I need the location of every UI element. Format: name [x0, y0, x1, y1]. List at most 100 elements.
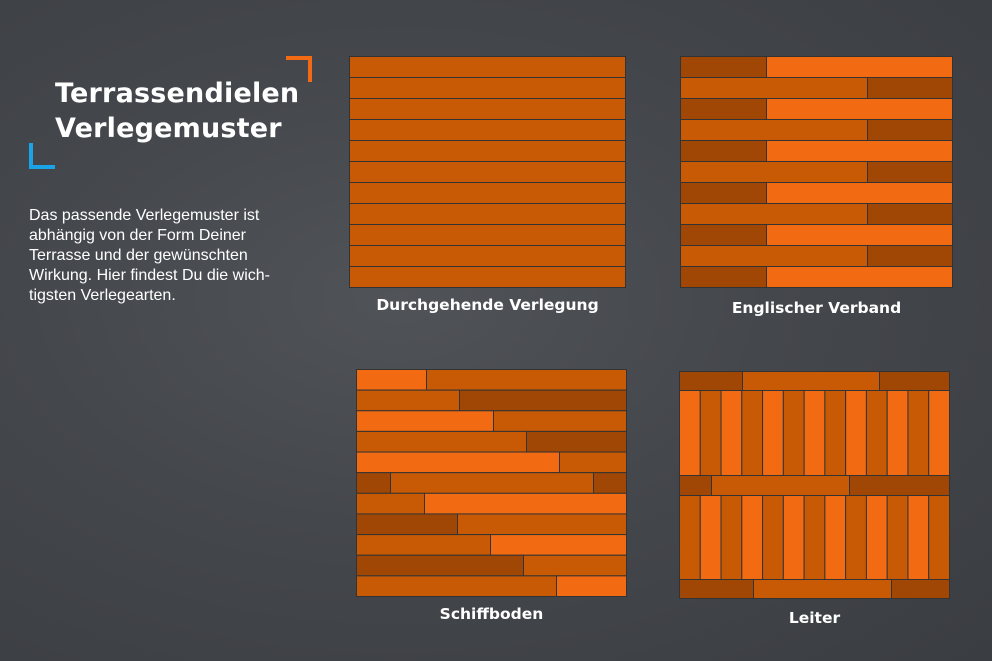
deck-board: [680, 203, 868, 225]
deck-board: [356, 430, 527, 453]
pattern-leiter: [679, 371, 950, 599]
deck-board: [349, 56, 626, 78]
deck-board: [849, 475, 950, 496]
caption-englischer-verband: Englischer Verband: [731, 299, 902, 317]
deck-board: [349, 266, 626, 288]
deck-board: [680, 182, 767, 204]
deck-board: [720, 495, 743, 580]
intro-text: Das passende Verlegemuster ist abhängig …: [29, 206, 319, 306]
deck-board: [349, 119, 626, 141]
deck-board: [680, 77, 868, 99]
pattern-englischer-verband: [680, 56, 953, 288]
deck-board: [349, 224, 626, 246]
deck-board: [865, 390, 888, 476]
deck-board: [356, 451, 560, 474]
deck-board: [349, 161, 626, 183]
deck-board: [867, 77, 953, 99]
deck-board: [349, 245, 626, 267]
deck-board: [356, 369, 427, 391]
intro-line: Terrasse und der gewünschten: [29, 247, 248, 264]
deck-board: [426, 369, 627, 391]
deck-board: [424, 492, 627, 515]
deck-board: [680, 161, 868, 183]
pattern-schiffboden: [356, 369, 627, 597]
deck-board: [891, 579, 950, 599]
orange-corner-accent: [286, 56, 312, 82]
deck-board: [867, 119, 953, 141]
deck-board: [680, 119, 868, 141]
deck-board: [782, 390, 805, 476]
deck-board: [782, 495, 805, 580]
deck-board: [523, 554, 627, 577]
deck-board: [720, 390, 743, 476]
title-line-2: Verlegemuster: [55, 113, 282, 144]
deck-board: [753, 579, 892, 599]
deck-board: [742, 371, 880, 391]
intro-line: Wirkung. Hier findest Du die wich-: [29, 267, 270, 284]
deck-board: [559, 451, 627, 474]
deck-board: [699, 390, 722, 476]
caption-schiffboden: Schiffboden: [439, 605, 544, 623]
page-title: Terrassendielen Verlegemuster: [55, 76, 299, 146]
deck-board: [349, 77, 626, 99]
deck-board: [699, 495, 722, 580]
deck-board: [680, 224, 767, 246]
deck-board: [493, 410, 627, 432]
deck-board: [680, 56, 767, 78]
deck-board: [490, 534, 627, 556]
deck-board: [803, 495, 826, 580]
deck-board: [679, 475, 712, 496]
deck-board: [741, 390, 764, 476]
deck-board: [762, 390, 784, 476]
deck-board: [679, 390, 701, 476]
deck-board: [349, 140, 626, 162]
deck-board: [356, 554, 524, 577]
caption-durchgehende-verlegung: Durchgehende Verlegung: [376, 296, 599, 314]
deck-board: [879, 371, 950, 391]
deck-board: [741, 495, 764, 580]
intro-line: Das passende Verlegemuster ist: [29, 207, 260, 224]
deck-board: [356, 534, 491, 556]
deck-board: [886, 495, 909, 580]
deck-board: [356, 472, 391, 494]
deck-board: [824, 495, 847, 580]
deck-board: [907, 390, 930, 476]
deck-board: [711, 475, 850, 496]
deck-board: [457, 513, 627, 536]
deck-board: [928, 495, 950, 580]
blue-corner-accent: [29, 143, 55, 169]
deck-board: [459, 389, 627, 412]
deck-board: [349, 98, 626, 120]
deck-board: [349, 182, 626, 204]
deck-board: [824, 390, 847, 476]
deck-board: [928, 390, 950, 476]
deck-board: [679, 371, 743, 391]
deck-board: [526, 430, 627, 453]
deck-board: [680, 140, 767, 162]
intro-line: tigsten Verlegearten.: [29, 287, 176, 304]
deck-board: [679, 579, 754, 599]
deck-board: [680, 98, 767, 120]
deck-board: [766, 266, 953, 288]
deck-board: [766, 98, 953, 120]
deck-board: [865, 495, 888, 580]
deck-board: [766, 56, 953, 78]
deck-board: [762, 495, 784, 580]
deck-board: [803, 390, 826, 476]
deck-board: [356, 410, 494, 432]
deck-board: [679, 495, 701, 580]
title-line-1: Terrassendielen: [55, 78, 300, 109]
deck-board: [356, 513, 458, 536]
deck-board: [680, 266, 767, 288]
deck-board: [766, 182, 953, 204]
deck-board: [349, 203, 626, 225]
deck-board: [390, 472, 594, 494]
deck-board: [356, 389, 460, 412]
deck-board: [867, 203, 953, 225]
deck-board: [766, 140, 953, 162]
deck-board: [867, 245, 953, 267]
deck-board: [593, 472, 627, 494]
deck-board: [845, 390, 867, 476]
caption-leiter: Leiter: [788, 609, 841, 627]
deck-board: [867, 161, 953, 183]
